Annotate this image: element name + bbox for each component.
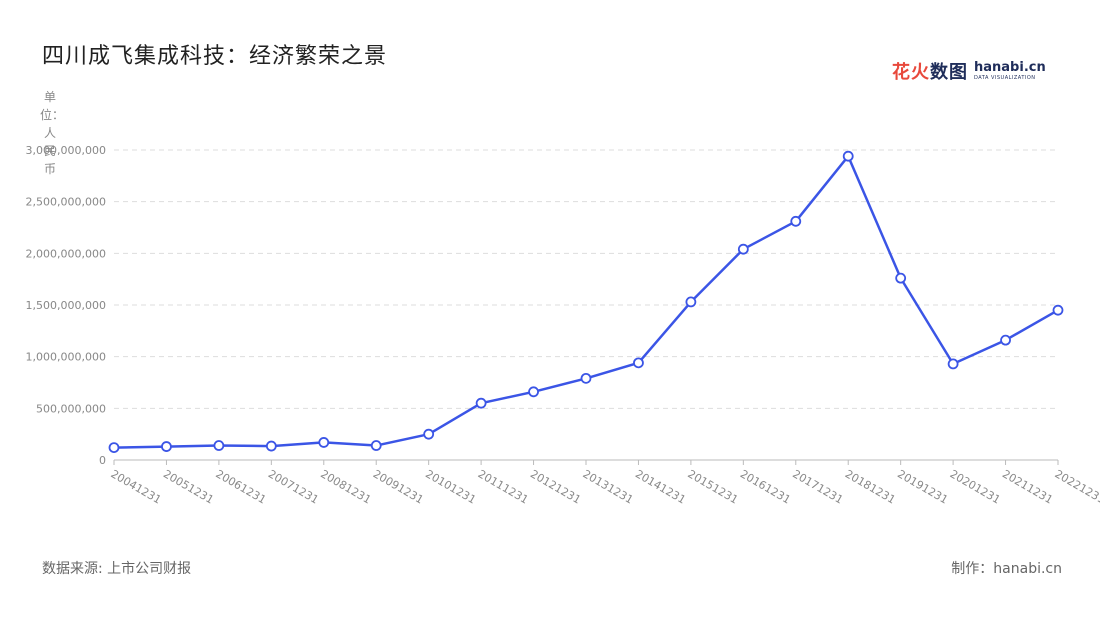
logo-tagline: DATA VISUALIZATION [974, 75, 1036, 81]
x-tick-label: 20151231 [685, 467, 740, 506]
y-tick-label: 3,000,000,000 [26, 144, 106, 157]
y-tick-label: 0 [99, 454, 106, 467]
x-tick-label: 20121231 [528, 467, 583, 506]
data-point [947, 358, 959, 370]
x-tick-label: 20051231 [161, 467, 216, 506]
data-point [842, 150, 854, 162]
data-point [161, 441, 172, 452]
data-point [895, 272, 907, 284]
y-tick-label: 1,000,000,000 [26, 351, 106, 364]
y-tick-label: 500,000,000 [36, 402, 106, 415]
y-tick-label: 2,500,000,000 [26, 196, 106, 209]
x-tick-label: 20101231 [423, 467, 478, 506]
data-point [475, 397, 487, 409]
x-tick-label: 20091231 [371, 467, 426, 506]
x-tick-label: 20141231 [633, 467, 688, 506]
maker-credit: 制作：hanabi.cn [951, 561, 1062, 577]
line-layer [113, 154, 1059, 449]
data-point [1000, 334, 1011, 346]
point-layer [108, 150, 1064, 454]
x-tick-label: 20171231 [790, 467, 845, 506]
data-point [265, 440, 277, 452]
logo-text-cn-part-b: 数图 [930, 62, 968, 83]
x-tick-label: 20191231 [895, 467, 950, 506]
grid-layer [114, 149, 1058, 409]
logo-text-cn-part-a: 花火 [892, 62, 930, 83]
axis-layer: 0 500,000,000 1,000,000,000 1,500,000,000 2,… [26, 144, 1100, 507]
x-tick-label: 20061231 [213, 467, 268, 506]
series-line [113, 154, 1059, 449]
chart-title: 四川成飞集成科技：经济繁荣之景 [42, 44, 388, 69]
x-tick-label: 20081231 [318, 467, 373, 506]
x-tick-label: 20071231 [266, 467, 321, 506]
data-point [633, 357, 644, 369]
data-point [528, 386, 539, 398]
logo-text-en: hanabi.cn DATA VISUALIZATION [974, 61, 1046, 81]
data-point [108, 442, 120, 454]
data-point [423, 428, 435, 440]
x-tick-label: 20161231 [738, 467, 793, 506]
x-tick-label: 20041231 [109, 467, 164, 506]
x-tick-label: 20211231 [1000, 467, 1055, 506]
data-point [580, 372, 592, 384]
y-tick-label: 1,500,000,000 [26, 299, 106, 312]
logo-domain: hanabi.cn [974, 60, 1046, 75]
x-tick-label: 20181231 [843, 467, 898, 506]
data-point [1052, 304, 1064, 316]
x-tick-label: 20201231 [948, 467, 1003, 506]
data-source-note: 数据来源: 上市公司财报 [42, 561, 192, 577]
logo-text-cn: 花火数图 [892, 58, 968, 84]
data-point [213, 440, 225, 451]
y-tick-label: 2,000,000,000 [26, 247, 106, 260]
data-point [790, 215, 802, 227]
x-tick-label: 20131231 [581, 467, 636, 506]
data-point [737, 243, 749, 255]
data-point [685, 296, 697, 308]
data-point [370, 440, 382, 451]
x-tick-label: 20111231 [476, 467, 531, 506]
x-tick-label: 20221231 [1053, 467, 1100, 506]
brand-logo: 花火数图 hanabi.cn DATA VISUALIZATION [892, 58, 1046, 84]
y-axis-unit-label: 单位：人民币 [40, 90, 65, 176]
data-point [318, 437, 330, 448]
